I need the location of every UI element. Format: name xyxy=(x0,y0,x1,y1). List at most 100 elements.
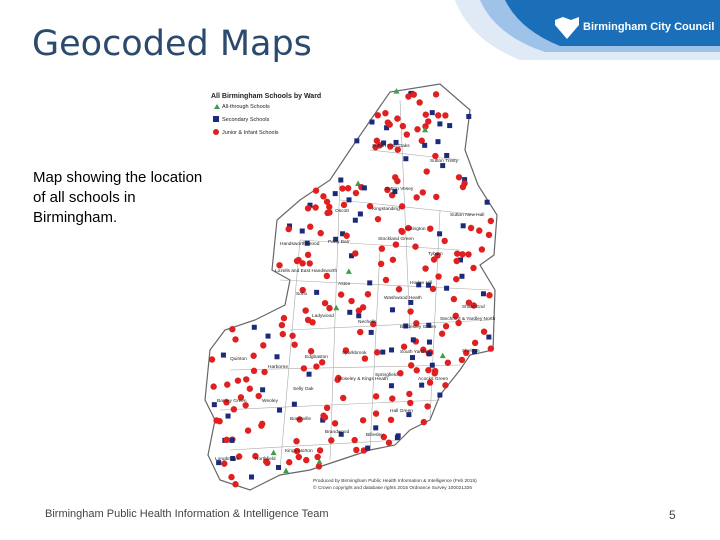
school-marker xyxy=(338,177,344,183)
legend-label: Junior & Infant Schools xyxy=(222,130,279,136)
school-marker xyxy=(389,347,395,353)
school-marker xyxy=(463,349,470,357)
school-marker xyxy=(367,280,373,286)
school-marker xyxy=(470,264,477,272)
school-marker xyxy=(213,417,220,424)
school-marker xyxy=(399,122,407,130)
school-marker xyxy=(265,333,271,339)
school-marker xyxy=(304,205,312,212)
school-marker xyxy=(258,422,265,429)
school-marker xyxy=(326,203,333,211)
school-marker xyxy=(388,383,394,389)
school-marker xyxy=(328,437,335,444)
school-marker xyxy=(413,367,420,374)
school-marker xyxy=(458,356,466,364)
school-marker xyxy=(223,436,230,444)
school-marker xyxy=(331,420,339,427)
school-marker xyxy=(373,425,379,431)
school-marker xyxy=(420,418,428,426)
school-marker xyxy=(221,460,228,467)
ward-label: Hodge Hill xyxy=(410,280,432,286)
school-marker xyxy=(293,437,300,445)
school-marker xyxy=(304,316,312,324)
school-marker xyxy=(299,228,305,234)
ward-label: Bordesley Green xyxy=(400,324,436,330)
school-marker xyxy=(444,285,450,291)
school-marker xyxy=(410,337,416,343)
school-marker xyxy=(279,330,287,338)
body-line: Birmingham. xyxy=(33,209,118,226)
ward-label: Hall Green xyxy=(390,408,413,414)
ward-boundary xyxy=(279,279,491,291)
school-marker xyxy=(357,211,363,217)
school-marker xyxy=(465,251,472,258)
school-marker xyxy=(384,186,391,194)
school-marker xyxy=(470,302,477,309)
ward-label: Nechells xyxy=(358,319,377,325)
school-marker xyxy=(317,229,324,237)
school-marker xyxy=(431,370,438,377)
school-marker xyxy=(455,319,462,327)
school-marker xyxy=(434,252,441,259)
school-marker xyxy=(435,139,441,145)
school-marker xyxy=(480,328,488,335)
school-marker xyxy=(437,231,443,237)
school-marker xyxy=(326,209,333,216)
school-marker xyxy=(476,227,483,234)
header-swoosh xyxy=(505,0,720,46)
ward-label: Stechford & Yardley North xyxy=(440,316,496,322)
school-marker xyxy=(333,236,339,242)
ward-label: Bournville xyxy=(290,416,311,422)
school-marker xyxy=(405,93,412,100)
school-marker xyxy=(413,320,420,327)
school-marker xyxy=(303,456,310,464)
school-marker xyxy=(439,352,446,359)
school-marker xyxy=(380,433,388,441)
school-marker xyxy=(403,156,409,162)
school-marker xyxy=(320,193,327,200)
legend-symbol xyxy=(213,116,219,122)
map-credit: © Crown copyright and database rights 20… xyxy=(313,484,472,491)
school-marker xyxy=(321,299,329,307)
school-marker xyxy=(323,272,331,280)
school-marker xyxy=(471,339,479,347)
school-marker xyxy=(229,326,236,333)
school-marker xyxy=(429,362,435,368)
school-marker xyxy=(313,363,320,370)
school-marker xyxy=(251,324,257,330)
school-marker xyxy=(459,251,466,258)
school-marker xyxy=(480,291,486,297)
ward-label: Soho xyxy=(296,291,308,297)
school-marker xyxy=(260,387,266,393)
school-marker xyxy=(216,460,222,466)
school-marker xyxy=(340,394,347,402)
ward-label: Billesley xyxy=(366,432,384,438)
school-marker xyxy=(333,304,340,311)
school-marker xyxy=(372,144,379,151)
school-marker xyxy=(447,123,453,129)
school-marker xyxy=(242,402,249,409)
school-marker xyxy=(427,225,434,232)
school-marker xyxy=(320,417,326,423)
school-marker xyxy=(370,320,377,328)
school-marker xyxy=(354,138,360,144)
school-marker xyxy=(338,431,344,437)
school-marker xyxy=(455,174,463,181)
school-marker xyxy=(487,345,495,352)
school-marker xyxy=(433,193,440,201)
school-marker xyxy=(453,257,460,265)
school-marker xyxy=(323,198,331,205)
school-marker xyxy=(426,339,432,345)
school-marker xyxy=(223,399,230,406)
school-marker xyxy=(452,312,459,320)
school-marker xyxy=(382,276,390,284)
school-marker xyxy=(355,307,363,314)
school-marker xyxy=(296,416,303,423)
ward-label: Springfield xyxy=(375,372,398,378)
school-marker xyxy=(389,395,396,402)
school-marker xyxy=(440,163,446,169)
ward-boundary xyxy=(229,364,461,371)
school-marker xyxy=(334,376,341,383)
